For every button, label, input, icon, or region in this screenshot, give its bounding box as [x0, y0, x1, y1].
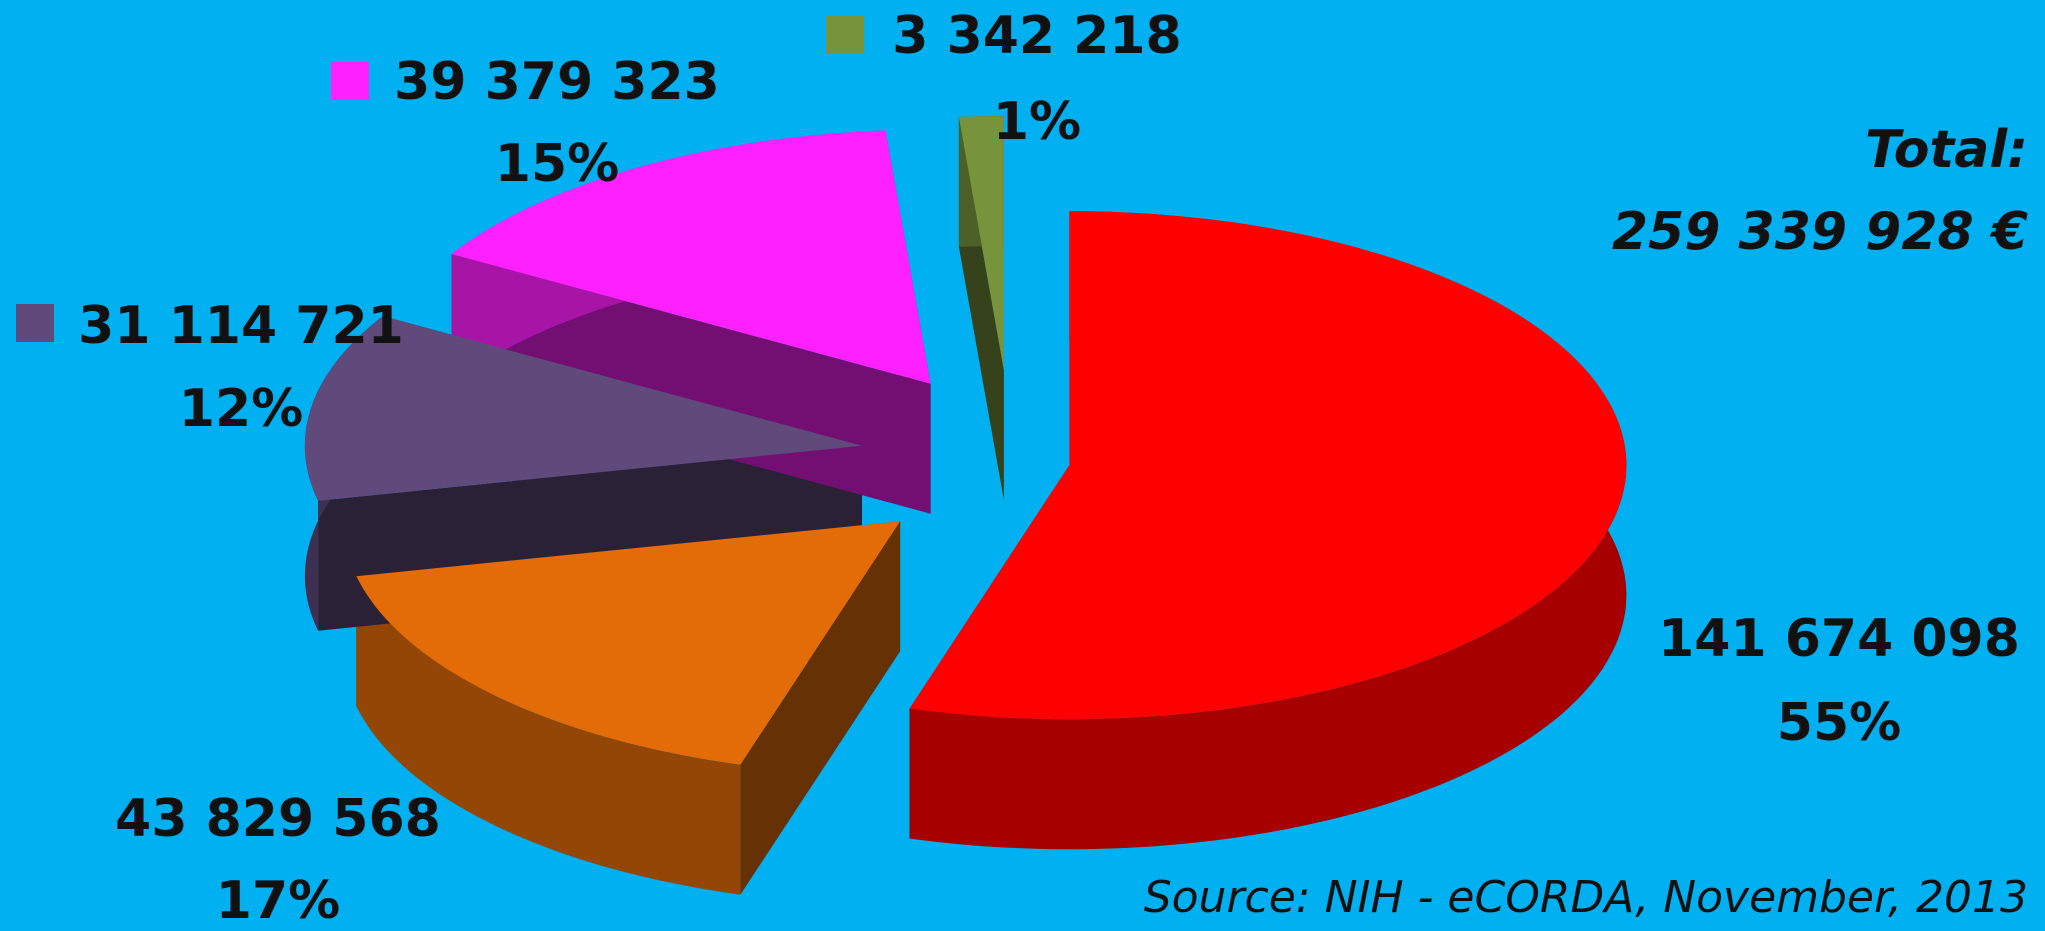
label-swatch [331, 62, 369, 100]
total-value: 259 339 928 € [1612, 202, 2028, 262]
total-label: Total: [1865, 120, 2028, 180]
slice [909, 211, 1627, 720]
value-label: 43 829 568 [115, 789, 441, 849]
label-swatch [826, 16, 864, 54]
percent-label: 15% [495, 134, 619, 194]
slice-wall [356, 576, 741, 895]
value-label: 39 379 323 [394, 52, 720, 112]
label-swatch [16, 304, 54, 342]
source: Source: NIH - eCORDA, November, 2013 [1144, 872, 2028, 923]
slice [958, 116, 1004, 371]
percent-label: 12% [179, 379, 303, 439]
slice [451, 130, 931, 384]
value-label: 3 342 218 [892, 6, 1181, 66]
percent-label: 55% [1777, 693, 1901, 753]
value-label: 31 114 721 [78, 296, 404, 356]
slice [356, 521, 901, 765]
slice [304, 316, 862, 501]
percent-label: 1% [993, 92, 1081, 152]
tops [304, 116, 1627, 765]
value-label: 141 674 098 [1658, 609, 2020, 669]
percent-label: 17% [216, 871, 340, 931]
